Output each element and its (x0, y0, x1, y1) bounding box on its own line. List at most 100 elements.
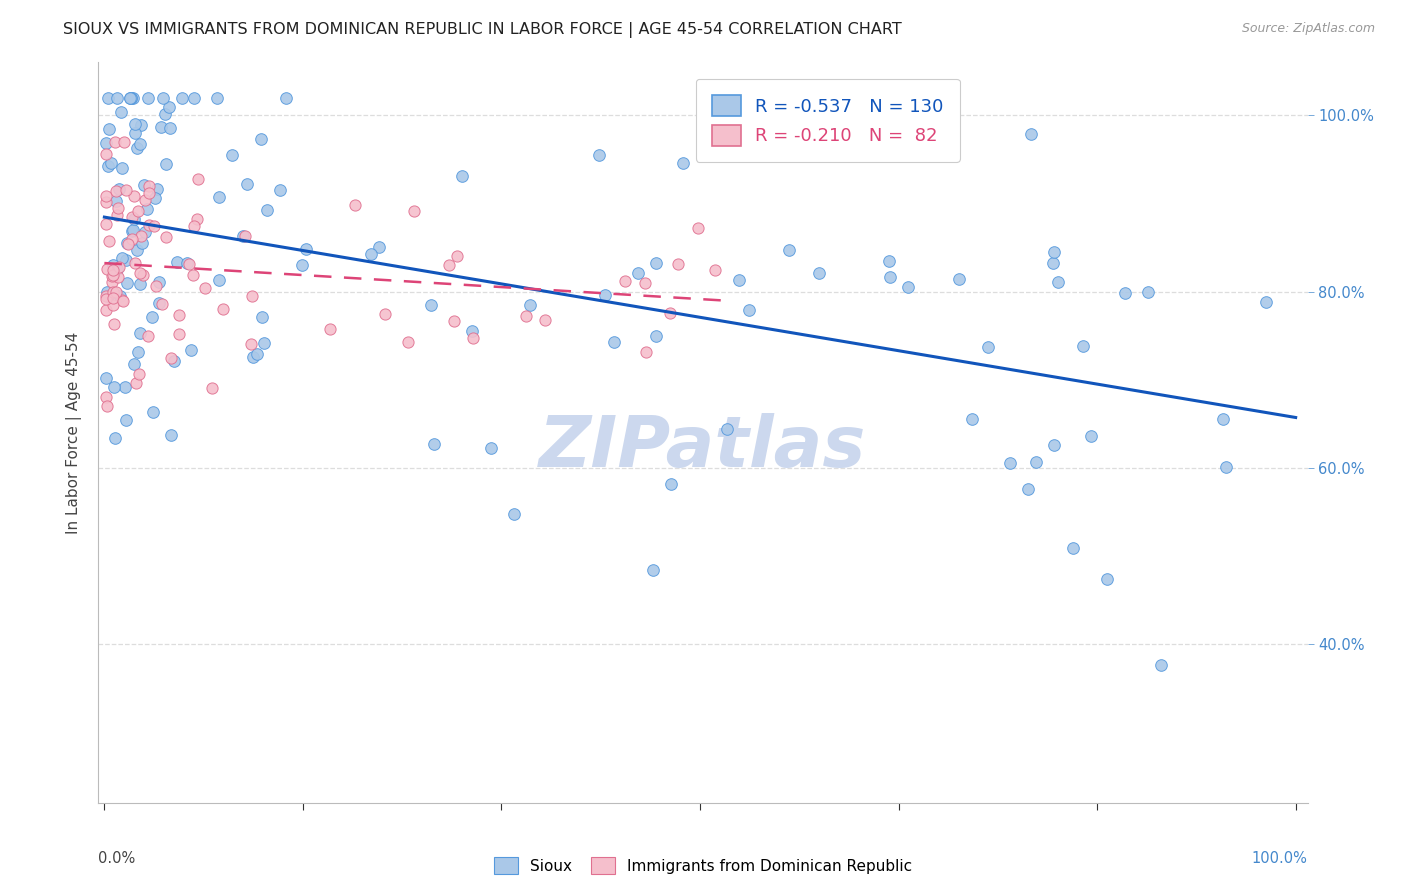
Point (645, 329, 668, 343)
Point (627, 266, 650, 280)
Point (703, 263, 725, 277)
Point (1080, 429, 1102, 443)
Point (98, 122, 121, 136)
Point (96, 399, 118, 413)
Point (141, 310, 163, 324)
Point (588, 147, 610, 161)
Point (1021, 127, 1043, 141)
Point (738, 302, 761, 317)
Text: 100.0%: 100.0% (1251, 851, 1308, 866)
Point (121, 210, 143, 224)
Point (115, 277, 138, 291)
Point (128, 367, 150, 381)
Point (115, 253, 138, 268)
Point (134, 193, 156, 207)
Text: SIOUX VS IMMIGRANTS FROM DOMINICAN REPUBLIC IN LABOR FORCE | AGE 45-54 CORRELATI: SIOUX VS IMMIGRANTS FROM DOMINICAN REPUB… (63, 22, 903, 38)
Point (103, 298, 125, 312)
Point (1062, 541, 1084, 555)
Point (446, 249, 468, 263)
Point (276, 91, 298, 105)
Point (420, 298, 443, 312)
Point (97, 234, 120, 248)
Point (236, 178, 259, 192)
Point (122, 91, 145, 105)
Point (115, 235, 138, 250)
Point (127, 344, 149, 359)
Point (104, 194, 127, 208)
Point (101, 285, 124, 299)
Point (977, 340, 1000, 354)
Point (451, 169, 474, 183)
Point (131, 235, 153, 250)
Point (659, 477, 682, 491)
Point (180, 343, 202, 357)
Point (479, 441, 502, 455)
Point (463, 331, 485, 345)
Point (100, 156, 122, 170)
Point (115, 413, 138, 427)
Point (142, 405, 165, 419)
Point (101, 258, 124, 272)
Point (1150, 658, 1173, 673)
Point (145, 191, 167, 205)
Point (960, 412, 983, 426)
Point (515, 309, 537, 323)
Point (94, 371, 117, 385)
Point (239, 336, 262, 351)
Point (778, 243, 800, 257)
Point (105, 285, 128, 299)
Point (177, 256, 200, 270)
Point (183, 219, 205, 233)
Point (1212, 412, 1234, 426)
Point (124, 126, 146, 140)
Point (94, 147, 117, 161)
Point (125, 141, 148, 155)
Point (120, 91, 142, 105)
Point (111, 251, 134, 265)
Point (688, 221, 710, 235)
Point (94, 390, 117, 404)
Point (148, 296, 170, 310)
Point (534, 313, 557, 327)
Point (111, 293, 134, 308)
Point (138, 186, 160, 201)
Text: Source: ZipAtlas.com: Source: ZipAtlas.com (1241, 22, 1375, 36)
Y-axis label: In Labor Force | Age 45-54: In Labor Force | Age 45-54 (66, 332, 82, 533)
Point (423, 437, 446, 451)
Point (96, 262, 118, 277)
Point (128, 277, 150, 292)
Point (134, 178, 156, 193)
Point (221, 148, 243, 162)
Point (124, 256, 146, 270)
Point (122, 188, 145, 202)
Point (170, 91, 193, 105)
Point (1025, 454, 1047, 468)
Point (200, 381, 222, 395)
Point (129, 118, 152, 132)
Point (150, 297, 173, 311)
Legend: Sioux, Immigrants from Dominican Republic: Sioux, Immigrants from Dominican Republi… (488, 851, 918, 880)
Point (105, 91, 128, 105)
Point (249, 132, 271, 146)
Point (246, 347, 269, 361)
Point (97, 159, 120, 173)
Point (114, 183, 136, 197)
Point (1046, 275, 1069, 289)
Point (128, 137, 150, 152)
Point (1071, 339, 1094, 353)
Point (104, 431, 127, 445)
Point (256, 202, 278, 217)
Point (107, 201, 129, 215)
Point (136, 91, 159, 105)
Point (96, 188, 118, 202)
Point (155, 229, 177, 244)
Point (211, 301, 233, 316)
Point (603, 334, 626, 349)
Point (153, 107, 176, 121)
Point (461, 324, 484, 338)
Point (879, 269, 901, 284)
Point (150, 120, 173, 135)
Point (104, 184, 127, 198)
Legend: R = -0.537   N = 130, R = -0.210   N =  82: R = -0.537 N = 130, R = -0.210 N = 82 (696, 78, 960, 162)
Point (437, 258, 460, 272)
